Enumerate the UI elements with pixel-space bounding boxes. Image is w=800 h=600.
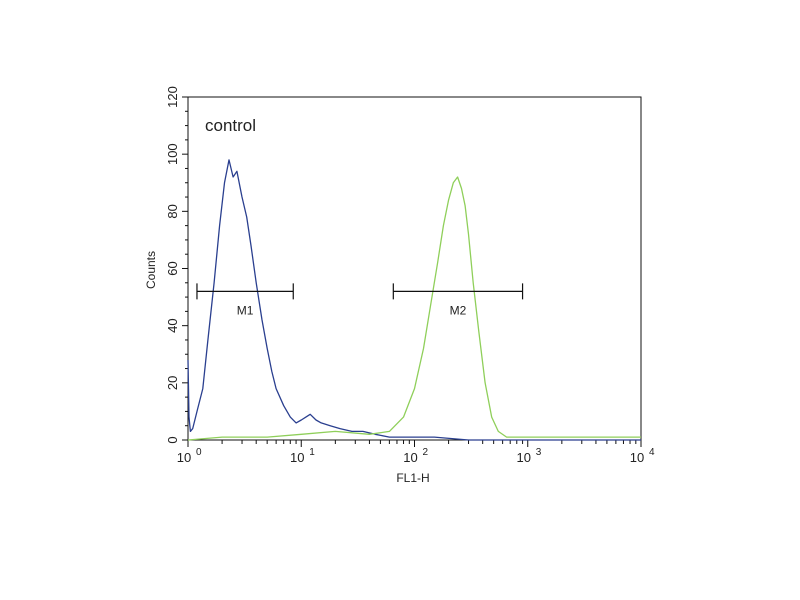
histogram-series <box>187 159 641 441</box>
x-tick-label: 10 <box>630 450 644 465</box>
x-tick-label: 10 <box>403 450 417 465</box>
y-tick-label: 20 <box>165 376 180 390</box>
histogram-line-2 <box>187 176 641 441</box>
x-tick-exponent: 4 <box>649 447 655 458</box>
y-tick-label: 80 <box>165 204 180 218</box>
y-tick-label: 40 <box>165 318 180 332</box>
x-tick-label: 10 <box>290 450 304 465</box>
x-tick-label: 10 <box>177 450 191 465</box>
x-tick-exponent: 0 <box>196 447 202 458</box>
y-tick-label: 100 <box>165 143 180 165</box>
y-tick-label: 120 <box>165 86 180 108</box>
histogram-line-1 <box>187 159 641 441</box>
x-tick-exponent: 3 <box>536 447 542 458</box>
control-annotation: control <box>205 116 256 135</box>
x-tick-exponent: 2 <box>423 447 429 458</box>
gate-label-m1: M1 <box>237 303 254 317</box>
y-axis: 0 20 40 60 80 100 120 <box>165 86 188 444</box>
x-axis-title: FL1-H <box>396 471 429 485</box>
x-tick-exponent: 1 <box>309 447 315 458</box>
x-axis: 10 0 10 1 10 2 10 3 10 4 <box>177 440 655 465</box>
y-axis-title: Counts <box>144 251 158 289</box>
x-tick-label: 10 <box>517 450 531 465</box>
y-tick-label: 60 <box>165 261 180 275</box>
gate-label-m2: M2 <box>450 303 467 317</box>
gate-markers: M1 M2 <box>196 283 524 317</box>
y-tick-label: 0 <box>165 436 180 443</box>
